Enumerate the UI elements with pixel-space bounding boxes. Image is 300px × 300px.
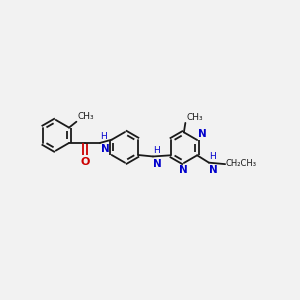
Text: H: H [100,133,107,142]
Text: N: N [179,165,188,175]
Text: N: N [100,144,109,154]
Text: N: N [153,159,162,169]
Text: H: H [209,152,216,161]
Text: N: N [209,165,218,175]
Text: O: O [80,158,90,167]
Text: CH₂CH₃: CH₂CH₃ [226,159,257,168]
Text: N: N [198,129,207,139]
Text: CH₃: CH₃ [186,113,203,122]
Text: CH₃: CH₃ [77,112,94,121]
Text: H: H [153,146,160,155]
